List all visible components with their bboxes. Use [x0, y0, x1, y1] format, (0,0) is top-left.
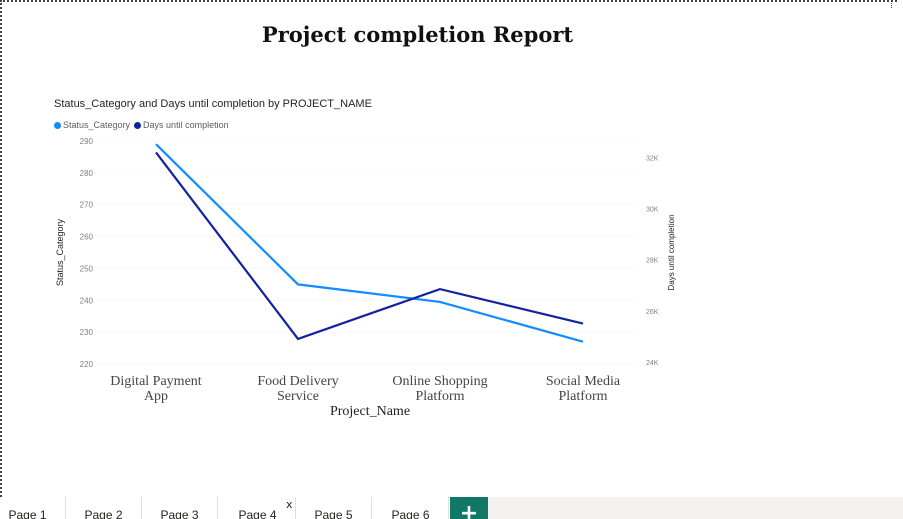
y-right-tick-label: 26K [646, 309, 659, 316]
x-tick-label: Online Shopping [392, 374, 487, 389]
tab-page-4[interactable]: Page 4 [220, 497, 296, 519]
visual-title: Status_Category and Days until completio… [54, 98, 372, 110]
y-left-tick-label: 290 [80, 137, 94, 146]
y-left-tick-label: 270 [80, 201, 94, 210]
x-tick-label: Platform [559, 389, 608, 404]
tab-page-3[interactable]: Page 3 [142, 497, 218, 519]
y-left-tick-label: 220 [80, 360, 94, 369]
x-axis-title: Project_Name [330, 404, 410, 419]
page-tab-bar: Page 1 Page 2 Page 3 Page 4 x Page 5 Pag… [0, 497, 903, 519]
report-canvas [0, 0, 897, 497]
y-right-axis-title: Days until completion [667, 214, 676, 290]
y-right-tick-label: 30K [646, 207, 659, 214]
chart-plot-area: 220 230 240 250 260 270 280 290 24K 26K 28K 30K 32K S… [55, 137, 676, 419]
x-tick-label: Food Delivery [257, 374, 338, 389]
y-left-tick-label: 230 [80, 328, 94, 337]
report-title: Project completion Report [261, 22, 574, 47]
legend-label: Status_Category [63, 120, 131, 130]
tab-page-6[interactable]: Page 6 [373, 497, 449, 519]
line-chart-visual[interactable]: Status_Category and Days until completio… [0, 0, 903, 430]
legend-item-status-category[interactable]: Status_Category [54, 120, 130, 130]
canvas-edge-marker [891, 0, 900, 8]
y-left-tick-label: 250 [80, 264, 94, 273]
x-tick-label: Service [277, 389, 319, 404]
tab-page-5[interactable]: Page 5 [296, 497, 372, 519]
tab-page-2[interactable]: Page 2 [66, 497, 142, 519]
legend-label: Days until completion [143, 120, 229, 130]
add-page-button[interactable]: + [450, 497, 488, 519]
x-tick-label: Digital Payment [110, 374, 201, 389]
legend-dot-icon [134, 121, 142, 129]
legend-item-days-until-completion[interactable]: Days until completion [134, 120, 229, 130]
y-left-tick-label: 280 [80, 169, 94, 178]
y-left-tick-label: 240 [80, 296, 94, 305]
y-right-tick-label: 28K [646, 258, 659, 265]
series-line-status-category [155, 143, 584, 343]
tab-page-1[interactable]: Page 1 [0, 497, 66, 519]
legend-dot-icon [54, 121, 61, 129]
close-icon[interactable]: x [286, 498, 293, 511]
series-line-days-until-completion [155, 151, 584, 341]
y-right-tick-label: 32K [646, 156, 659, 163]
y-right-tick-label: 24K [646, 360, 659, 367]
x-tick-label: App [144, 389, 168, 404]
x-tick-label: Platform [416, 389, 465, 404]
y-left-tick-label: 260 [80, 233, 94, 242]
tab-bar-background [488, 497, 903, 519]
chart-legend: Status_Category Days until completion [54, 120, 233, 130]
y-left-axis-title: Status_Category [55, 218, 65, 286]
x-tick-label: Social Media [546, 374, 621, 389]
